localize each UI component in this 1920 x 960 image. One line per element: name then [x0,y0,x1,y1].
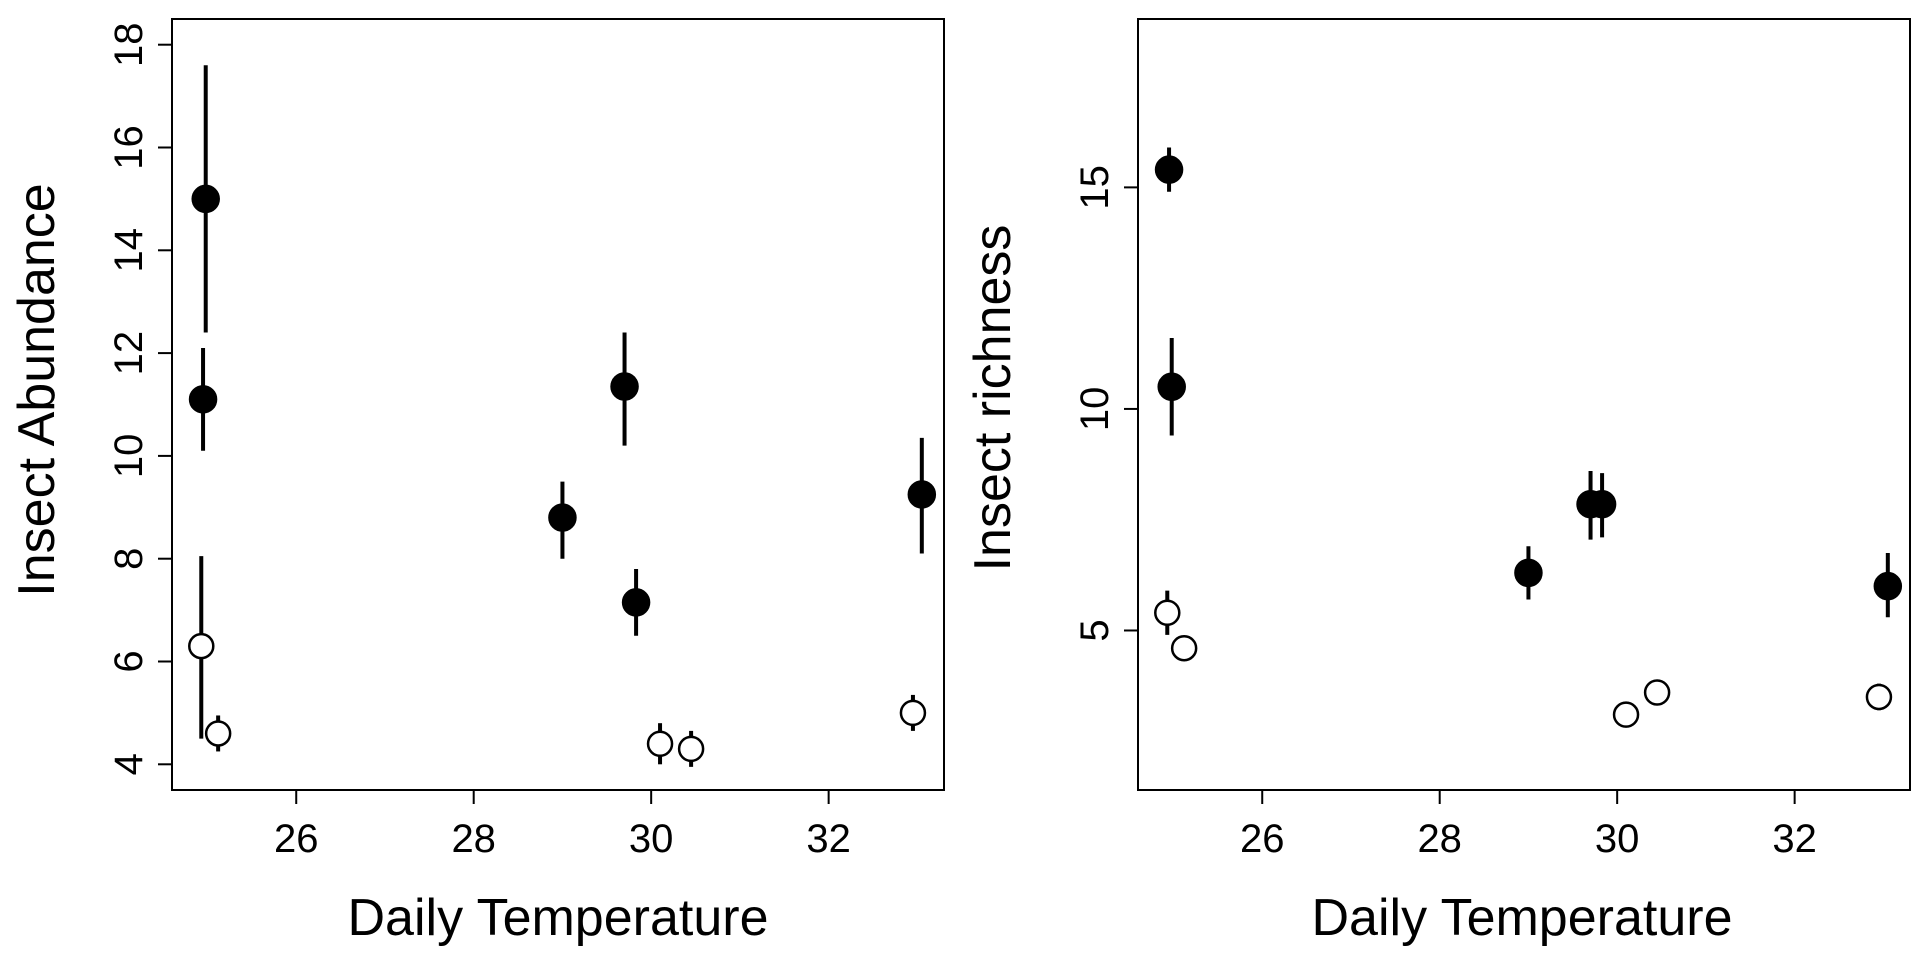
richness-x-tick-label: 32 [1772,817,1817,861]
richness-x-tick-label: 28 [1417,817,1462,861]
abundance-y-axis-title: Insect Abundance [8,183,66,596]
abundance-filled-point [191,184,220,214]
richness-plot-frame [1137,18,1911,791]
abundance-x-tick-label: 26 [274,817,319,861]
abundance-open-point [677,735,705,763]
abundance-x-tick-label: 28 [451,817,496,861]
richness-filled-point [1873,571,1903,601]
abundance-y-tick-label: 12 [107,331,151,376]
richness-open-point [1154,599,1181,627]
abundance-plot-frame [171,18,945,791]
richness-filled-point [1587,489,1617,519]
abundance-panel: Daily Temperature Insect Abundance 26 28 3… [8,18,945,947]
abundance-y-tick-label: 16 [107,125,151,170]
richness-x-axis-title: Daily Temperature [1311,889,1732,947]
richness-y-tick-label: 5 [1073,619,1117,641]
richness-filled-point [1514,558,1543,588]
abundance-y-tick-label: 18 [107,22,151,66]
abundance-open-point [899,699,927,727]
abundance-filled-point [621,588,651,617]
richness-panel: Daily Temperature Insect richness 26 28 30… [964,18,1911,947]
abundance-y-tick-label: 14 [107,228,151,272]
abundance-filled-point [548,503,577,532]
abundance-y-tick-label: 6 [107,650,151,672]
abundance-y-tick-label: 10 [107,434,151,479]
abundance-filled-point [907,480,937,509]
richness-filled-point [1157,372,1186,402]
abundance-x-axis-title: Daily Temperature [347,889,768,947]
richness-y-axis-title: Insect richness [964,225,1022,572]
abundance-y-tick-label: 4 [107,753,151,775]
richness-open-point [1170,634,1198,662]
richness-x-tick-label: 26 [1240,817,1285,861]
abundance-open-point [188,632,215,660]
abundance-open-point [646,730,674,757]
abundance-x-tick-label: 30 [629,817,674,861]
richness-open-point [1643,679,1671,706]
richness-filled-point [1154,155,1184,184]
abundance-x-tick-label: 32 [806,817,851,861]
abundance-y-tick-label: 8 [107,548,151,570]
abundance-open-point [204,720,232,747]
abundance-filled-point [188,385,218,414]
richness-y-tick-label: 15 [1073,165,1117,210]
richness-open-point [1612,701,1640,728]
richness-y-tick-label: 10 [1073,387,1117,432]
richness-open-point [1865,683,1893,711]
richness-x-tick-label: 30 [1595,817,1640,861]
abundance-filled-point [610,372,639,401]
